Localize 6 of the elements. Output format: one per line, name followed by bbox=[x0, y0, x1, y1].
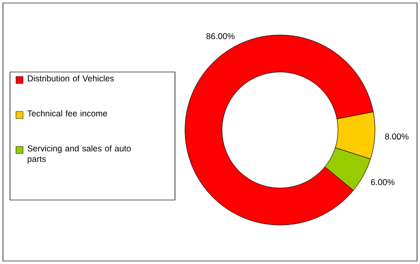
data-label: 86.00% bbox=[206, 33, 235, 40]
data-label: 8.00% bbox=[385, 133, 409, 140]
legend-label: Distribution of Vehicles bbox=[28, 75, 114, 82]
data-label: 6.00% bbox=[371, 179, 394, 186]
legend-label: Technical fee income bbox=[27, 110, 108, 116]
legend-label: Servicing and sales of auto parts bbox=[28, 145, 131, 164]
